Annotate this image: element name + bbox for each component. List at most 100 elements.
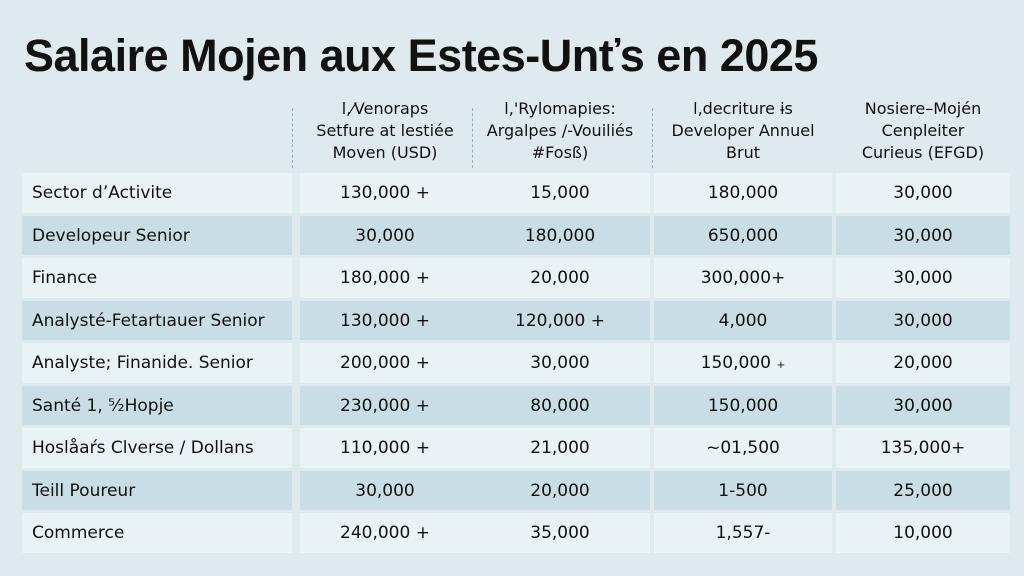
row-background bbox=[470, 215, 650, 255]
row-background bbox=[654, 470, 832, 510]
value-cell: 240,000 + bbox=[340, 523, 430, 544]
header-line: Moven (USD) bbox=[332, 143, 438, 162]
row-label: Analysté-Fetartıauer Senior bbox=[32, 310, 265, 331]
row-background bbox=[22, 258, 292, 298]
value-cell: 200,000 + bbox=[340, 353, 430, 374]
value-cell: 30,000 bbox=[355, 225, 415, 246]
title: Salaire Mojen aux Estes-Unťs en 2025 bbox=[24, 30, 818, 81]
value-cell: 30,000 bbox=[530, 353, 590, 374]
column-header: l,decriture ɨs Developer Annuel Brut bbox=[634, 98, 852, 164]
row-background bbox=[654, 173, 832, 213]
row-background bbox=[470, 300, 650, 340]
row-background bbox=[22, 343, 292, 383]
value-cell: 650,000 bbox=[707, 225, 779, 246]
value-cell: 20,000 bbox=[530, 268, 590, 289]
row-background bbox=[300, 173, 470, 213]
row-background bbox=[470, 428, 650, 468]
row-label: Commerce bbox=[32, 523, 125, 544]
row-background bbox=[836, 428, 1010, 468]
value-cell: 30,000 bbox=[893, 310, 953, 331]
value-cell: 300,000+ bbox=[700, 268, 786, 289]
row-background bbox=[22, 513, 292, 553]
row-label: Developeur Senior bbox=[32, 225, 190, 246]
value-cell: 180,000 bbox=[707, 183, 779, 204]
row-background bbox=[836, 300, 1010, 340]
value-cell: 10,000 bbox=[893, 523, 953, 544]
row-background bbox=[654, 343, 832, 383]
value-cell: ~01,500 bbox=[706, 438, 780, 459]
header-line: Cenpleiter bbox=[881, 121, 965, 140]
value-cell: 30,000 bbox=[893, 395, 953, 416]
value-cell: 20,000 bbox=[530, 480, 590, 501]
row-label: Teill Poureur bbox=[32, 480, 136, 501]
row-label: Analyste; Finanide. Senior bbox=[32, 353, 253, 374]
value-cell: 230,000 + bbox=[340, 395, 430, 416]
row-background bbox=[470, 513, 650, 553]
value-cell: 21,000 bbox=[530, 438, 590, 459]
value-cell: 35,000 bbox=[530, 523, 590, 544]
row-background bbox=[470, 343, 650, 383]
row-background bbox=[22, 173, 292, 213]
row-background bbox=[470, 258, 650, 298]
header-line: l,'Rylomapies: bbox=[504, 99, 616, 118]
column-header: l,'Rylomapies: Argalpes /-Vouiliés #Fosß) bbox=[450, 98, 670, 164]
value-cell: 30,000 bbox=[893, 268, 953, 289]
value-cell: 20,000 bbox=[893, 353, 953, 374]
header-line: #Fosß) bbox=[531, 143, 589, 162]
value-cell: 1,557- bbox=[715, 523, 771, 544]
row-background bbox=[300, 428, 470, 468]
row-background bbox=[22, 215, 292, 255]
separator bbox=[292, 108, 293, 168]
row-background bbox=[300, 513, 470, 553]
header-line: Argalpes /-Vouiliés bbox=[486, 121, 634, 140]
value-cell: 150,000 bbox=[707, 395, 779, 416]
row-background bbox=[836, 173, 1010, 213]
row-label: Santé 1, ⁵⁄₂Hopje bbox=[32, 395, 174, 416]
value-cell: 135,000+ bbox=[880, 438, 966, 459]
value-cell: 150,000 ₊ bbox=[700, 353, 786, 374]
header-line: Developer Annuel bbox=[671, 121, 815, 140]
row-background bbox=[22, 385, 292, 425]
value-cell: 180,000 bbox=[524, 225, 596, 246]
column-header: l,⁄Venoraps Setfure at lestiée Moven (USD) bbox=[280, 98, 490, 164]
separator bbox=[652, 108, 653, 168]
row-background bbox=[654, 513, 832, 553]
header-line: Setfure at lestiée bbox=[316, 121, 454, 140]
row-label: Finance bbox=[32, 268, 98, 289]
row-background bbox=[836, 258, 1010, 298]
row-background bbox=[300, 300, 470, 340]
header-line: l,decriture ɨs bbox=[693, 99, 793, 118]
row-background bbox=[300, 470, 470, 510]
value-cell: 30,000 bbox=[355, 480, 415, 501]
row-background bbox=[22, 470, 292, 510]
value-cell: 4,000 bbox=[718, 310, 768, 331]
row-background bbox=[470, 173, 650, 213]
value-cell: 1-500 bbox=[718, 480, 768, 501]
value-cell: 110,000 + bbox=[340, 438, 430, 459]
row-background bbox=[654, 428, 832, 468]
value-cell: 30,000 bbox=[893, 183, 953, 204]
row-background bbox=[22, 300, 292, 340]
header-line: Curieus (EFGD) bbox=[861, 143, 985, 162]
column-header: Nosiere–Mojén Cenpleiter Curieus (EFGD) bbox=[816, 98, 1024, 164]
separator bbox=[472, 108, 473, 168]
row-background bbox=[654, 385, 832, 425]
value-cell: 180,000 + bbox=[340, 268, 430, 289]
row-label: Sector d’Activite bbox=[32, 183, 173, 204]
row-background bbox=[836, 470, 1010, 510]
row-background bbox=[654, 300, 832, 340]
row-background bbox=[300, 343, 470, 383]
row-background bbox=[470, 470, 650, 510]
value-cell: 80,000 bbox=[530, 395, 590, 416]
row-background bbox=[300, 385, 470, 425]
header-line: Brut bbox=[726, 143, 760, 162]
row-background bbox=[836, 215, 1010, 255]
row-background bbox=[300, 215, 470, 255]
header-line: l,⁄Venoraps bbox=[341, 99, 429, 118]
row-background bbox=[654, 258, 832, 298]
value-cell: 25,000 bbox=[893, 480, 953, 501]
value-cell: 15,000 bbox=[530, 183, 590, 204]
row-background bbox=[654, 215, 832, 255]
row-background bbox=[22, 428, 292, 468]
